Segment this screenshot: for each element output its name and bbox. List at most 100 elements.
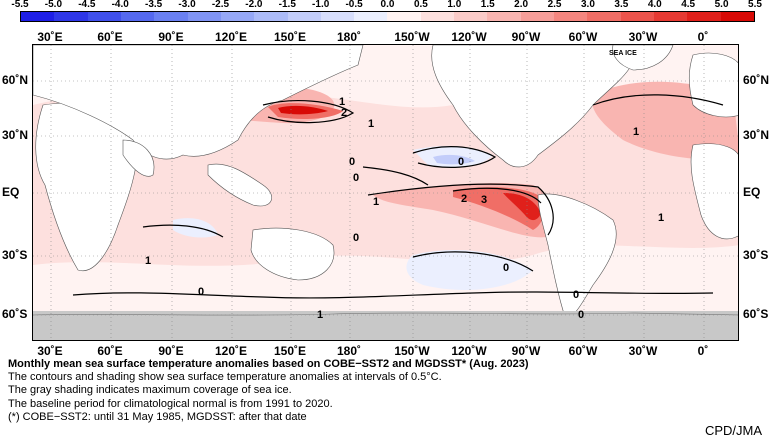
contour-label: 0 [353,172,359,184]
lon-label-150e: 150˚E [273,344,307,358]
lon-label-60w: 60˚W [568,30,598,44]
contour-line [142,224,224,238]
map-caption: Monthly mean sea surface temperature ano… [8,358,628,424]
colorbar-tick-label: 1.5 [480,0,495,10]
lon-label-120e: 120˚E [214,344,248,358]
contour-label: 0 [503,262,509,274]
lon-label-120w: 120˚W [451,344,487,358]
contour-label: 2 [461,193,467,205]
max-positive-anomaly [278,105,328,115]
colorbar-swatch [387,12,421,21]
colorbar-swatch [154,12,188,21]
lat-label-eq: EQ [743,185,761,199]
lat-label-30n: 30˚N [2,128,29,142]
lon-label-90e: 90˚E [158,30,184,44]
land-europe-west [688,52,738,118]
colorbar-swatch [254,12,288,21]
caption-title: Monthly mean sea surface temperature ano… [8,358,529,370]
contour-line [592,94,724,106]
land-southeast-asia [207,163,272,207]
credit-label: CPD/JMA [704,423,762,438]
colorbar-tick-label: -4.0 [111,0,129,10]
colorbar-tick-label: 5.0 [714,0,729,10]
contour-label: 0 [578,309,584,321]
contour-line [452,187,542,204]
contour-label: 1 [368,118,374,130]
colorbar-tick-label: -1.0 [312,0,330,10]
colorbar-swatch [454,12,488,21]
contour-label: 0 [573,289,579,301]
lon-label-0: 0˚ [697,30,709,44]
colorbar-swatch [587,12,621,21]
latitude-labels-left: 60˚N 30˚N EQ 30˚S 60˚S [0,0,40,440]
land-south-america [537,193,617,318]
colorbar-swatch [87,12,121,21]
colorbar-tick-label: 1.0 [447,0,462,10]
contour-label: 1 [633,126,639,138]
caption-line: (*) COBE−SST2: until 31 May 1985, MGDSST… [8,410,307,423]
graticule [33,45,738,340]
land-north-america [431,45,636,168]
contour-label: 2 [341,107,347,119]
land-antarctica-edge [33,312,738,316]
colorbar-swatch [187,12,221,21]
colorbar-swatch [120,12,155,21]
contour-label: 1 [658,212,664,224]
lat-label-30n: 30˚N [743,128,770,142]
lon-label-150w: 150˚W [394,344,430,358]
contour-line [412,146,497,168]
contour-line [367,183,554,236]
colorbar-tick-label: 4.0 [647,0,662,10]
contour-lines [72,94,724,299]
land-africa-west [690,143,738,240]
colorbar-tick-label: -5.0 [44,0,63,10]
colorbar-swatch [354,12,388,21]
lat-label-30s: 30˚S [2,248,28,262]
lon-label-60e: 60˚E [97,30,123,44]
lon-label-30e: 30˚E [37,344,63,358]
sea-ice-band [33,311,738,340]
colorbar-tick-label: -0.5 [345,0,363,10]
caption-line: The contours and shading show sea surfac… [8,371,442,384]
lon-label-60w: 60˚W [568,344,598,358]
contour-label: 1 [373,196,379,208]
colorbar-swatch [21,12,55,21]
lat-label-60n: 60˚N [2,73,29,87]
colorbar-tick-label: -2.5 [211,0,230,10]
land-masses [33,45,738,318]
caption-line: The gray shading indicates maximum cover… [8,384,292,397]
contour-line [262,100,355,124]
colorbar-tick-label: 2.5 [547,0,562,10]
colorbar-swatch [720,12,754,21]
colorbar-swatch [620,12,654,21]
lon-label-90w: 90˚W [511,30,541,44]
latitude-labels-right: 60˚N 30˚N EQ 30˚S 60˚S [740,0,772,440]
colorbar-tick-label: 5.5 [748,0,762,10]
lon-label-180: 180˚ [336,344,362,358]
colorbar-swatch [554,12,588,21]
colorbar-tick-label: -1.5 [278,0,296,10]
colorbar-swatch [320,12,355,21]
colorbar-swatch [420,12,455,21]
colorbar [20,11,755,22]
negative-anomaly-region [173,218,218,238]
colorbar-swatch [54,12,88,21]
colorbar-tick-label: 3.5 [614,0,629,10]
lat-label-30s: 30˚S [743,248,769,262]
contour-line [412,251,534,272]
colorbar-tick-label: 0.5 [413,0,428,10]
negative-anomaly-region [433,154,475,165]
contour-line [72,291,714,299]
colorbar-tick-labels: -5.5 -5.0 -4.5 -4.0 -3.5 -3.0 -2.5 -2.0 -1.5 -1.0… [0,0,772,12]
colorbar-tick-label: -2.0 [245,0,263,10]
lon-label-90w: 90˚W [511,344,541,358]
colorbar-swatch [653,12,688,21]
lat-label-60n: 60˚N [743,73,770,87]
colorbar-swatch [487,12,521,21]
contour-label: 1 [317,309,323,321]
contour-label: 1 [339,96,345,108]
colorbar-tick-label: 3.0 [581,0,595,10]
contour-label: 0 [198,286,204,298]
lon-label-150e: 150˚E [273,30,307,44]
colorbar-tick-label: -3.5 [145,0,163,10]
